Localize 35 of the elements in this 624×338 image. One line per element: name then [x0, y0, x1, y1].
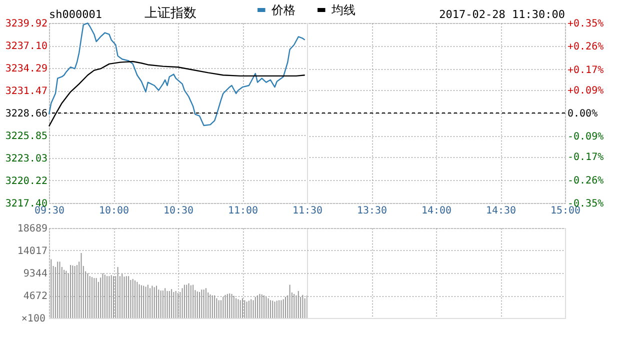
y2-tick-label: +0.35%: [568, 18, 604, 30]
y2-tick-label: -0.26%: [568, 175, 604, 186]
y-tick-label: 3225.85: [5, 130, 48, 142]
y-axis-title: ×100: [21, 314, 46, 324]
y2-tick-label: -0.17%: [568, 152, 604, 164]
y-tick-label: 4672: [23, 291, 48, 302]
y-tick-label: 3234.29: [5, 64, 48, 74]
y2-tick-label: +0.26%: [568, 42, 604, 53]
y-tick-label: 3231.47: [5, 86, 48, 98]
y2-tick-label: 0.00%: [568, 108, 598, 120]
y-tick-label: 3223.03: [5, 154, 48, 164]
x-tick-label: 14:00: [421, 206, 452, 216]
x-tick-label: 11:30: [292, 206, 323, 216]
x-tick-label: 11:00: [228, 206, 258, 216]
legend-label: 均线: [330, 3, 356, 17]
y-tick-label: 14017: [17, 246, 48, 257]
chart-title: 上证指数: [144, 6, 196, 21]
x-tick-label: 13:30: [356, 206, 388, 216]
y2-tick-label: +0.17%: [568, 64, 604, 76]
x-tick-label: 09:30: [34, 206, 65, 216]
x-tick-label: 10:00: [98, 206, 130, 216]
x-tick-label: 15:00: [550, 206, 581, 216]
y-tick-label: 3237.10: [5, 41, 48, 52]
y2-tick-label: -0.09%: [568, 132, 604, 143]
text: 2017-02-28 11:30:00: [439, 8, 565, 21]
y-tick-label: 3228.66: [5, 108, 48, 120]
x-tick-label: 14:30: [486, 206, 516, 216]
text: sh000001: [49, 8, 102, 21]
x-tick-label: 10:30: [163, 206, 194, 216]
y2-tick-label: +0.09%: [568, 85, 604, 96]
y-tick-label: 9344: [23, 268, 48, 280]
y-tick-label: 18689: [17, 224, 48, 234]
legend-label: 价格: [270, 3, 296, 17]
y-tick-label: 3220.22: [5, 176, 48, 187]
y-tick-label: 3239.92: [5, 18, 48, 30]
